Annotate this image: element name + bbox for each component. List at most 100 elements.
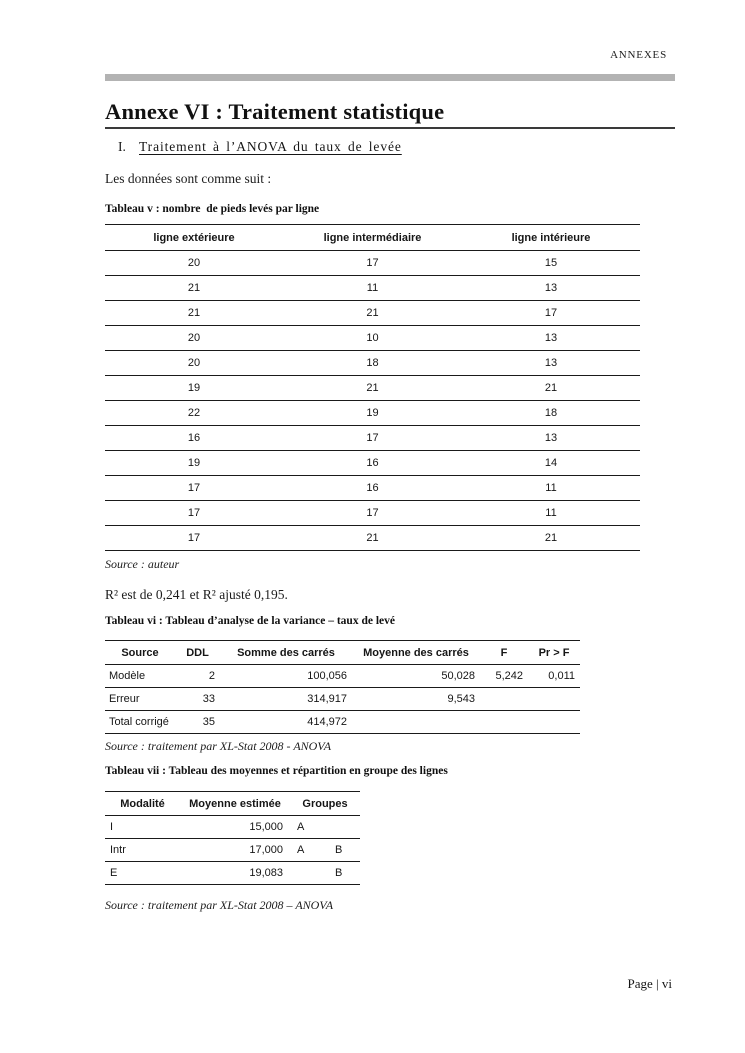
table-header-row: Modalité Moyenne estimée Groupes — [105, 792, 361, 816]
table-cell: Modèle — [109, 670, 146, 682]
table-vii-caption: Tableau vii : Tableau des moyennes et ré… — [105, 765, 448, 777]
table-cell: 19 — [187, 382, 201, 394]
table-row: Intr 17,000 A B — [105, 839, 361, 862]
table-cell: 13 — [544, 432, 558, 444]
section-heading: I. Traitement à l’ANOVA du taux de levée — [105, 138, 675, 155]
table-row: I 15,000 A — [105, 816, 361, 839]
table-cell: 11 — [366, 282, 379, 294]
anova-table: Source DDL Somme des carrés Moyenne des car… — [105, 640, 580, 734]
table-cell: I — [110, 821, 114, 833]
table-row: 20 18 13 — [105, 351, 640, 376]
intro-text: Les données sont comme suit : — [105, 171, 272, 186]
table-row: 16 17 13 — [105, 426, 640, 451]
table-cell: 16 — [187, 432, 201, 444]
column-header: Groupes — [302, 797, 348, 810]
table-cell: 21 — [187, 282, 201, 294]
header-divider-bar — [105, 74, 675, 81]
table-cell: 21 — [187, 307, 201, 319]
table-header-row: ligne extérieure ligne intermédiaire ligne… — [105, 225, 640, 251]
table-vi-source: Source : traitement par XL-Stat 2008 - A… — [105, 739, 332, 753]
table-cell: 18 — [366, 357, 379, 369]
table-cell: Total corrigé — [109, 716, 169, 728]
table-cell — [480, 688, 528, 711]
table-cell: 17 — [544, 307, 558, 319]
table-cell: 22 — [187, 407, 201, 419]
table-cell: 13 — [544, 282, 558, 294]
table-cell: A — [297, 821, 305, 833]
table-cell: 11 — [545, 482, 557, 494]
table-cell: 15,000 — [249, 821, 283, 833]
table-cell: 19,083 — [249, 867, 283, 879]
table-row: 20 10 13 — [105, 326, 640, 351]
table-cell: 17 — [187, 482, 201, 494]
table-cell — [480, 711, 528, 734]
table-cell — [325, 816, 360, 839]
running-header: ANNEXES — [610, 49, 667, 61]
table-cell: Erreur — [109, 693, 140, 705]
table-cell: 11 — [545, 507, 557, 519]
table-vi-caption: Tableau vi : Tableau d’analyse de la var… — [105, 615, 395, 627]
table-row: 17 16 11 — [105, 476, 640, 501]
table-row: 21 11 13 — [105, 276, 640, 301]
table-cell: 21 — [366, 532, 379, 544]
column-header: Source — [121, 646, 159, 659]
table-cell: 314,917 — [307, 693, 347, 705]
table-cell — [352, 711, 480, 734]
table-header-row: Source DDL Somme des carrés Moyenne des car… — [105, 641, 580, 665]
table-cell: 0,011 — [548, 670, 575, 682]
table-cell: 16 — [366, 457, 379, 469]
table-cell: 17 — [366, 432, 379, 444]
column-header: F — [500, 646, 508, 659]
table-cell: 20 — [187, 332, 201, 344]
table-cell: 13 — [544, 332, 558, 344]
table-cell: 5,242 — [495, 670, 523, 682]
column-header: Moyenne des carrés — [363, 646, 469, 659]
table-body: Modèle 2 100,056 50,028 5,242 0,011 Erreur 33 31… — [105, 665, 580, 734]
levee-counts-table: ligne extérieure ligne intermédiaire ligne… — [105, 224, 640, 551]
table-row: 19 16 14 — [105, 451, 640, 476]
table-row: 22 19 18 — [105, 401, 640, 426]
column-header: ligne extérieure — [153, 231, 235, 244]
table-cell: 16 — [366, 482, 379, 494]
page-number: Page | vi — [627, 976, 672, 991]
table-cell: 2 — [208, 670, 215, 682]
table-cell: 33 — [202, 693, 215, 705]
table-cell: 13 — [544, 357, 558, 369]
table-cell: 21 — [544, 532, 558, 544]
r-squared-note: R² est de 0,241 et R² ajusté 0,195. — [105, 587, 288, 602]
table-cell: 17,000 — [249, 844, 283, 856]
table-cell: 9,543 — [447, 693, 475, 705]
table-row: 17 17 11 — [105, 501, 640, 526]
table-row: E 19,083 B — [105, 862, 361, 885]
table-cell: 50,028 — [441, 670, 475, 682]
table-row: 21 21 17 — [105, 301, 640, 326]
page-title: Annexe VI : Traitement statistique — [105, 98, 675, 129]
table-cell: 15 — [544, 257, 558, 269]
table-cell: 17 — [187, 532, 201, 544]
groups-table: Modalité Moyenne estimée Groupes I 15,000… — [105, 791, 361, 885]
table-row: Total corrigé 35 414,972 — [105, 711, 580, 734]
table-row: 17 21 21 — [105, 526, 640, 551]
table-cell: 21 — [366, 307, 379, 319]
table-cell: 414,972 — [307, 716, 347, 728]
table-row: Modèle 2 100,056 50,028 5,242 0,011 — [105, 665, 580, 688]
table-cell: 21 — [366, 382, 379, 394]
table-cell: 35 — [202, 716, 215, 728]
table-cell — [290, 862, 325, 885]
table-row: 19 21 21 — [105, 376, 640, 401]
table-cell: A — [297, 844, 305, 856]
column-header: Moyenne estimée — [189, 797, 281, 810]
table-header: Modalité Moyenne estimée Groupes — [105, 792, 361, 816]
table-header: Source DDL Somme des carrés Moyenne des car… — [105, 641, 580, 665]
table-cell — [528, 711, 580, 734]
section-number: I. — [118, 139, 126, 154]
table-cell: 100,056 — [307, 670, 347, 682]
table-cell: B — [335, 867, 343, 879]
table-cell: E — [110, 867, 118, 879]
column-header: Modalité — [120, 797, 165, 810]
section-title: Traitement à l’ANOVA du taux de levée — [139, 139, 402, 154]
table-cell: 18 — [544, 407, 558, 419]
page-content: Annexe VI : Traitement statistique I. Tr… — [105, 81, 675, 912]
table-cell: 10 — [366, 332, 379, 344]
